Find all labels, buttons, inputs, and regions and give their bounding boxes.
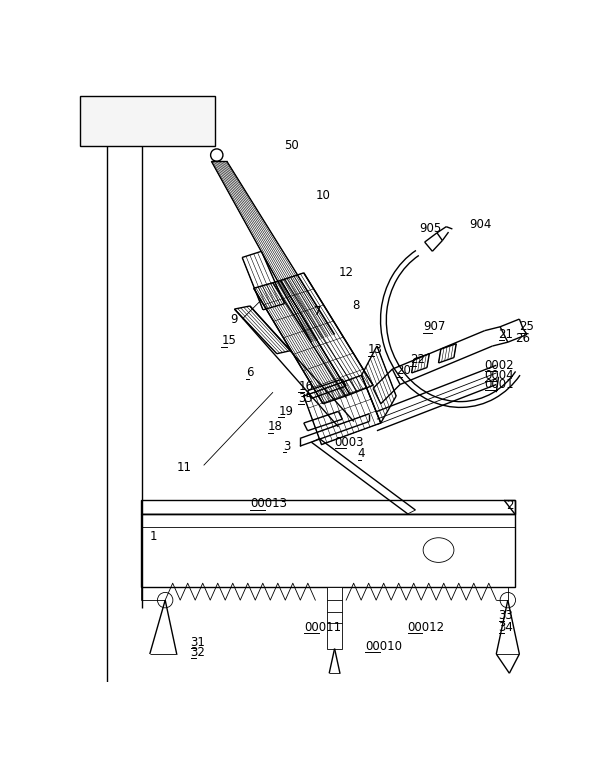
Text: 0002: 0002: [485, 358, 514, 372]
Text: 2: 2: [506, 499, 514, 512]
Text: 26: 26: [516, 332, 531, 345]
Text: 907: 907: [423, 320, 445, 333]
Text: 31: 31: [191, 636, 206, 649]
Text: 9: 9: [231, 313, 238, 326]
Bar: [327, 587, 343, 649]
Text: 18: 18: [267, 421, 282, 434]
Text: 22: 22: [410, 353, 425, 366]
Text: 1: 1: [150, 531, 157, 544]
Text: 25: 25: [519, 320, 534, 333]
Text: 10: 10: [316, 189, 330, 202]
Text: 34: 34: [499, 620, 513, 633]
Text: 00011: 00011: [304, 620, 341, 633]
Text: 905: 905: [419, 222, 442, 235]
Text: 00013: 00013: [250, 497, 287, 510]
Text: 15: 15: [221, 334, 236, 347]
Bar: [141, 514, 515, 587]
Text: 33: 33: [499, 609, 513, 622]
Text: 8: 8: [352, 300, 359, 313]
Text: 4: 4: [358, 447, 365, 460]
Text: 11: 11: [177, 461, 192, 474]
Text: 32: 32: [191, 646, 206, 659]
Text: 12: 12: [338, 267, 353, 280]
Text: 0001: 0001: [485, 378, 514, 391]
Bar: [141, 500, 515, 514]
Text: 20: 20: [396, 364, 411, 377]
Text: 6: 6: [246, 366, 254, 379]
Text: 904: 904: [469, 218, 492, 231]
Text: 21: 21: [499, 328, 514, 341]
Text: 19: 19: [278, 405, 293, 418]
Text: 35: 35: [298, 392, 313, 405]
Bar: [81, 96, 215, 146]
Text: 50: 50: [284, 139, 299, 152]
Text: 13: 13: [368, 343, 383, 356]
Text: 00010: 00010: [365, 640, 403, 653]
Text: 0004: 0004: [485, 368, 514, 381]
Text: 3: 3: [283, 440, 290, 453]
Text: 7: 7: [314, 305, 322, 318]
Text: 0003: 0003: [335, 436, 364, 449]
Text: 00012: 00012: [407, 620, 445, 633]
Text: 16: 16: [298, 380, 313, 392]
